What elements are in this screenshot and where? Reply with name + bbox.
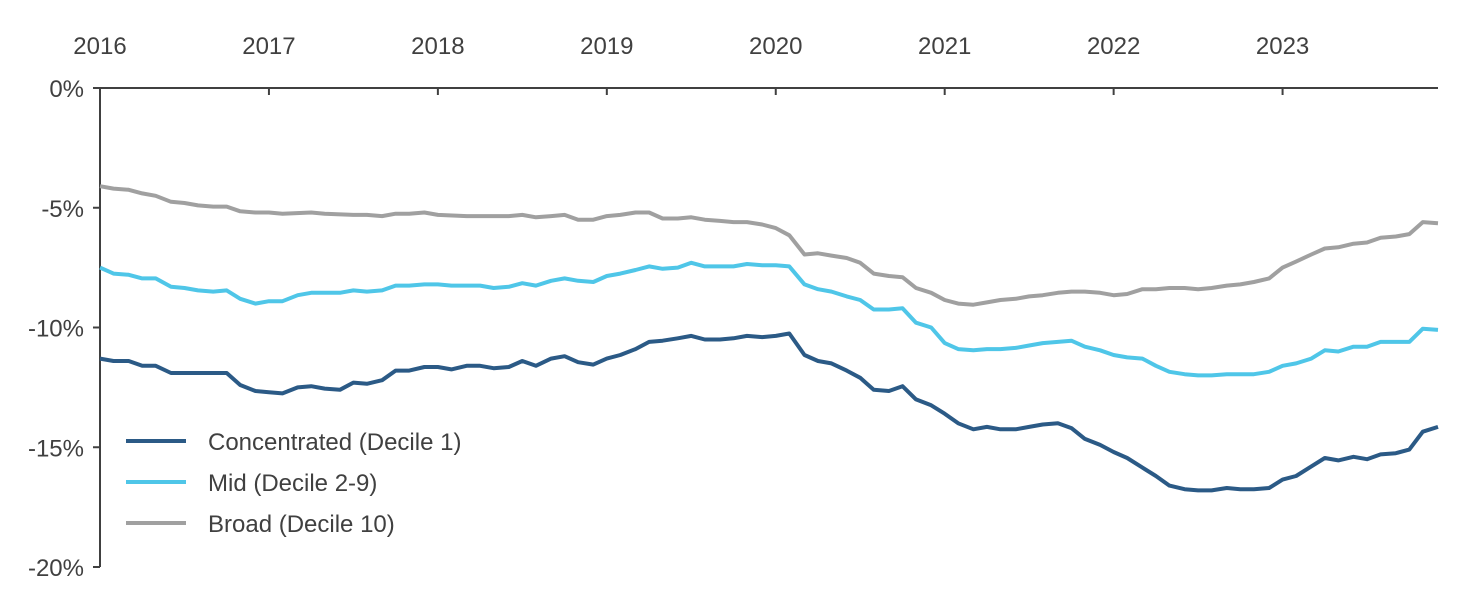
- x-tick-label: 2016: [73, 33, 126, 60]
- series-line-0: [99, 331, 1439, 493]
- legend-label-2: Broad (Decile 10): [208, 511, 395, 538]
- y-tick-label: -5%: [41, 196, 84, 223]
- x-tick-label: 2023: [1256, 33, 1309, 60]
- x-tick-label: 2017: [242, 33, 295, 60]
- x-tick-label: 2022: [1087, 33, 1140, 60]
- legend: Concentrated (Decile 1) Mid (Decile 2-9) B…: [126, 429, 461, 538]
- x-tick-label: 2021: [918, 33, 971, 60]
- y-tick-label: -20%: [28, 555, 84, 582]
- x-tick-label: 2019: [580, 33, 633, 60]
- axes: 0% -5% -10% -15% -20% 2016 2017 2018 2019 2020 202…: [28, 33, 1438, 582]
- x-tick-label: 2018: [411, 33, 464, 60]
- series-line-2: [99, 184, 1439, 307]
- y-tick-label: 0%: [49, 76, 84, 103]
- y-tick-label: -15%: [28, 435, 84, 462]
- y-tick-label: -10%: [28, 316, 84, 343]
- series-line-1: [99, 260, 1439, 378]
- series-lines: [99, 184, 1439, 493]
- legend-label-1: Mid (Decile 2-9): [208, 470, 377, 497]
- legend-label-0: Concentrated (Decile 1): [208, 429, 461, 456]
- x-tick-label: 2020: [749, 33, 802, 60]
